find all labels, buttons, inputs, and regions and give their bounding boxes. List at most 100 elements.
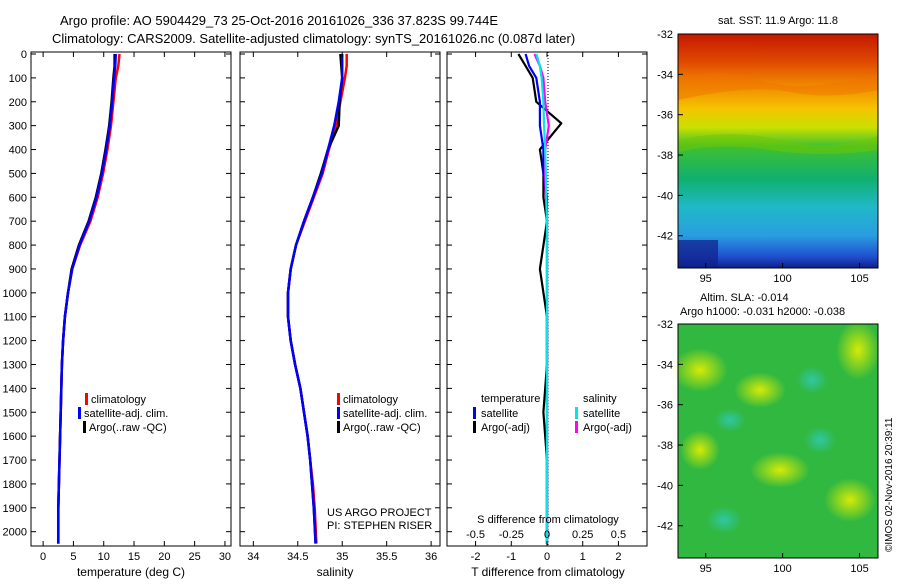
sla-feature xyxy=(734,372,786,408)
sla-latitude-ticks: -32 -34 -36 -38 -40 -42 xyxy=(657,319,683,533)
y-tick-label: 1300 xyxy=(3,359,27,371)
salinity-plot-area xyxy=(239,51,441,547)
lat-tick-label: -38 xyxy=(657,440,673,452)
y-tick-label: 1100 xyxy=(3,312,27,324)
legend-label-argo: Argo(..raw -QC) xyxy=(343,422,421,434)
sla-longitude-ticks: 95 100 105 xyxy=(700,553,869,575)
lat-tick-label: -36 xyxy=(657,400,673,412)
depth-axis-ticks: 0 100 200 300 400 500 600 700 800 900 1000 1100 1200… xyxy=(3,49,647,539)
sst-map-title: sat. SST: 11.9 Argo: 11.8 xyxy=(718,15,838,27)
y-tick-label: 1400 xyxy=(3,383,27,395)
y-tick-label: 1900 xyxy=(3,503,27,515)
pi-label: PI: STEPHEN RISER xyxy=(327,520,432,532)
lon-tick-label: 105 xyxy=(850,563,868,575)
lat-tick-label: -40 xyxy=(657,480,673,492)
lon-tick-label: 100 xyxy=(773,273,791,285)
s-tick-label: 0 xyxy=(544,529,550,541)
x-tick-label: 30 xyxy=(219,551,231,563)
sla-feature xyxy=(672,348,728,392)
x-tick-label: 36 xyxy=(425,551,437,563)
legend-swatch-satellite xyxy=(78,407,81,419)
y-tick-label: 700 xyxy=(9,216,27,228)
sla-feature xyxy=(796,366,828,394)
temperature-panel: 0 5 10 15 20 25 30 temperature (deg C) climato… xyxy=(30,51,232,579)
sla-feature xyxy=(836,320,880,380)
legend-title-temperature: temperature xyxy=(481,393,540,405)
legend-label-satellite: satellite-adj. clim. xyxy=(84,408,168,420)
lat-tick-label: -32 xyxy=(657,319,673,331)
salinity-xticks: 34 34.5 35 35.5 36 xyxy=(247,52,437,563)
sst-map-warm-streak xyxy=(678,72,878,100)
y-tick-label: 1500 xyxy=(3,407,27,419)
lat-tick-label: -42 xyxy=(657,231,673,243)
temperature-xticks: 0 5 10 15 20 25 30 xyxy=(40,52,231,563)
series-line-argo-adj- xyxy=(517,53,563,544)
x-tick-label: 5 xyxy=(70,551,76,563)
sst-map-deep-corner xyxy=(678,240,718,268)
sla-map-title-2: Argo h1000: -0.031 h2000: -0.038 xyxy=(680,306,845,318)
sla-feature xyxy=(824,478,876,522)
sla-feature xyxy=(714,408,746,432)
temperature-legend: climatology satellite-adj. clim. Argo(..… xyxy=(78,393,168,434)
lon-tick-label: 95 xyxy=(700,563,712,575)
sla-map-title-1: Altim. SLA: -0.014 xyxy=(700,292,789,304)
difference-series-group xyxy=(517,53,563,544)
lat-tick-label: -36 xyxy=(657,110,673,122)
salinity-panel: 34 34.5 35 35.5 36 salinity climatology sate… xyxy=(239,51,441,579)
temperature-plot-area xyxy=(30,51,232,547)
imos-credit: ©IMOS 02-Nov-2016 20:39:11 xyxy=(884,417,895,552)
legend-label-argo: Argo(..raw -QC) xyxy=(89,422,167,434)
y-tick-label: 1700 xyxy=(3,455,27,467)
y-tick-label: 300 xyxy=(9,121,27,133)
sst-longitude-ticks: 95 100 105 xyxy=(700,263,869,285)
x-tick-label: 34 xyxy=(247,551,259,563)
sla-feature xyxy=(804,426,836,454)
legend-label-satellite: satellite-adj. clim. xyxy=(343,408,427,420)
legend-title-salinity: salinity xyxy=(583,393,617,405)
s-tick-label: -0.5 xyxy=(466,529,485,541)
salinity-series-group xyxy=(286,53,348,544)
x-tick-label: 35.5 xyxy=(376,551,397,563)
legend-swatch-argo xyxy=(83,421,86,433)
header-line-2: Climatology: CARS2009. Satellite-adjuste… xyxy=(52,31,575,46)
lat-tick-label: -40 xyxy=(657,190,673,202)
temperature-xlabel: temperature (deg C) xyxy=(77,565,185,579)
y-tick-label: 900 xyxy=(9,264,27,276)
sst-latitude-ticks: -32 -34 -36 -38 -40 -42 xyxy=(657,29,683,243)
legend-swatch-satellite xyxy=(337,407,340,419)
y-tick-label: 1600 xyxy=(3,431,27,443)
lon-tick-label: 95 xyxy=(700,273,712,285)
series-line-satellite xyxy=(535,53,549,544)
x-tick-label: 20 xyxy=(158,551,170,563)
x-tick-label: 0 xyxy=(40,551,46,563)
x-tick-label: 25 xyxy=(189,551,201,563)
sla-feature xyxy=(750,452,810,488)
legend-label-sal-argo: Argo(-adj) xyxy=(583,422,632,434)
legend-label-sal-satellite: satellite xyxy=(583,408,620,420)
y-tick-label: 400 xyxy=(9,145,27,157)
lat-tick-label: -32 xyxy=(657,29,673,41)
x-tick-label: 10 xyxy=(98,551,110,563)
series-line-satellite-adj-clim- xyxy=(57,53,118,544)
lat-tick-label: -38 xyxy=(657,150,673,162)
y-tick-label: 200 xyxy=(9,97,27,109)
salinity-legend: climatology satellite-adj. clim. Argo(..… xyxy=(337,393,427,434)
legend-label-temp-satellite: satellite xyxy=(481,408,518,420)
lat-tick-label: -34 xyxy=(657,359,673,371)
lon-tick-label: 100 xyxy=(773,563,791,575)
sla-feature xyxy=(680,430,720,470)
x-tick-label: -1 xyxy=(506,551,516,563)
sst-map-frame xyxy=(677,33,879,269)
lat-tick-label: -34 xyxy=(657,69,673,81)
y-tick-label: 100 xyxy=(9,73,27,85)
s-tick-label: 0.5 xyxy=(611,529,626,541)
s-difference-label: S difference from climatology xyxy=(477,514,619,526)
legend-swatch-argo xyxy=(337,421,340,433)
lon-tick-label: 105 xyxy=(850,273,868,285)
sla-map: Altim. SLA: -0.014 Argo h1000: -0.031 h2… xyxy=(657,292,880,575)
y-tick-label: 1200 xyxy=(3,336,27,348)
lat-tick-label: -42 xyxy=(657,521,673,533)
legend-swatch-sal-argo xyxy=(575,421,578,433)
x-tick-label: 0 xyxy=(544,551,550,563)
